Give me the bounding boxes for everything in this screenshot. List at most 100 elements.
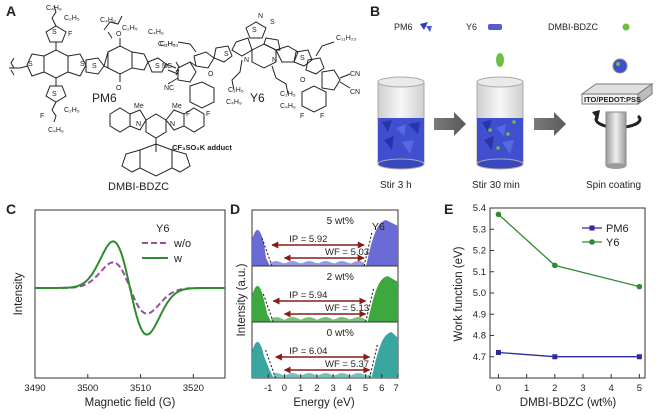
y6-labels: S N S C₁₁H₂₃ C₁₁H₂₃ S S N N NC NC CN CN … xyxy=(158,13,360,120)
pm6-f-bottom: F xyxy=(40,113,44,120)
wf-ytick-label: 4.8 xyxy=(473,331,486,342)
ups-edge-fit-right xyxy=(365,287,375,323)
y6-c2h5-2: C₂H₅ xyxy=(280,91,296,98)
y6-f-1: F xyxy=(186,111,190,118)
ups-row-label: 0 wt% xyxy=(327,328,354,339)
step-1-label: Stir 3 h xyxy=(380,180,412,191)
dmbi-structure xyxy=(109,107,205,177)
ups-row-2: IP = 6.04 WF = 5.37 0 wt% xyxy=(251,321,399,379)
panel-label-a: A xyxy=(6,3,16,19)
panel-b: B PM6 Y6 DMBI-BDZC xyxy=(370,3,654,191)
wf-point-PM6 xyxy=(636,354,642,360)
pm6-c4h9-top: C₄H₉ xyxy=(46,5,62,12)
wf-xlabel: DMBI-BDZC (wt%) xyxy=(520,397,617,409)
ups-row-label: 2 wt% xyxy=(327,272,354,283)
wf-ytick-label: 5.0 xyxy=(473,288,486,299)
wf-point-Y6 xyxy=(495,211,502,218)
panel-label-e: E xyxy=(444,201,453,217)
wf-legend-label: PM6 xyxy=(606,223,629,235)
panel-label-d: D xyxy=(230,201,240,217)
ups-xtick-label: 5 xyxy=(363,383,368,394)
y6-n-3: N xyxy=(272,57,277,64)
step-3-label: Spin coating xyxy=(586,180,641,191)
epr-legend-label: w/o xyxy=(173,238,191,250)
substrate-label: ITO/PEDOT:PSS xyxy=(584,95,641,104)
step-2-label: Stir 30 min xyxy=(472,180,520,191)
wf-xtick-label: 3 xyxy=(580,383,585,394)
wf-point-PM6 xyxy=(552,354,558,360)
ups-wf-label: WF = 5.37 xyxy=(325,359,369,370)
pm6-c2h5-top: C₂H₅ xyxy=(64,15,80,22)
y6-s-1: S xyxy=(252,27,257,34)
epr-legend-label: w xyxy=(173,253,182,265)
ups-low-energy-band xyxy=(252,341,274,378)
wf-legend-label: Y6 xyxy=(606,237,619,249)
y6-n-2: N xyxy=(244,57,249,64)
wf-xtick-label: 2 xyxy=(552,383,557,394)
pm6-s-bottom: S xyxy=(52,91,57,98)
ups-mid-noise xyxy=(271,317,368,322)
ups-mid-noise xyxy=(273,373,372,378)
y6-c11h23-left: C₁₁H₂₃ xyxy=(158,41,179,48)
epr-plot-frame xyxy=(34,209,226,379)
ups-cutoff-band xyxy=(367,276,398,322)
legend-pm6: PM6 xyxy=(394,22,413,32)
ups-ip-label: IP = 5.92 xyxy=(289,234,327,245)
epr-xtick-label: 3490 xyxy=(24,383,45,394)
ups-edge-fit-right xyxy=(363,231,373,267)
dmbi-n-2: N xyxy=(170,121,175,128)
y6-c11h23-right: C₁₁H₂₃ xyxy=(336,35,357,42)
wf-ytick-label: 4.7 xyxy=(473,352,486,363)
y6-n-1: N xyxy=(258,13,263,20)
pm6-s-top: S xyxy=(52,29,57,36)
wf-series-PM6 xyxy=(498,351,640,358)
dmbi-me-2: Me xyxy=(172,103,182,110)
ups-edge-fit-left xyxy=(262,293,274,323)
wf-point-PM6 xyxy=(495,350,501,355)
epr-legend: w/o w xyxy=(142,238,191,265)
wf-ytick-label: 5.1 xyxy=(473,267,486,278)
panel-a: A xyxy=(6,3,360,193)
pm6-c2h5-bottom: C₂H₅ xyxy=(64,107,80,114)
vial-1 xyxy=(377,76,425,170)
panel-label-b: B xyxy=(370,3,380,19)
dmbi-me-1: Me xyxy=(134,103,144,110)
ups-row-1: IP = 5.94 WF = 5.13 2 wt% xyxy=(251,265,399,323)
panel-c: C Intensity Magnetic field (G) Y6 w/o w 3… xyxy=(6,201,226,409)
epr-series-w xyxy=(35,240,225,336)
ups-low-energy-band xyxy=(252,229,271,266)
pm6-c2h5-bdd2: C₂H₅ xyxy=(160,41,176,48)
droplet-icon xyxy=(612,58,628,74)
pm6-name: PM6 xyxy=(92,91,117,105)
wf-ytick-label: 5.2 xyxy=(473,246,486,257)
ups-xtick-label: 4 xyxy=(347,383,352,394)
epr-xtick-label: 3500 xyxy=(77,383,98,394)
process-arrow-1 xyxy=(434,112,466,136)
wf-point-Y6 xyxy=(636,283,643,290)
dmbi-labels: Me Me N N CF₃SO₃K adduct DMBI-BDZC xyxy=(108,103,232,193)
wf-xtick-label: 1 xyxy=(524,383,529,394)
y6-s-4: S xyxy=(300,55,305,62)
ups-ylabel: Intensity (a.u.) xyxy=(236,263,248,336)
y6-structure xyxy=(167,21,351,113)
ups-xtick-label: 3 xyxy=(330,383,335,394)
dmbi-drop-icon xyxy=(496,53,504,67)
ups-xtick-label: 0 xyxy=(282,383,287,394)
pm6-structure xyxy=(9,5,180,123)
y6-f-3: F xyxy=(300,113,304,120)
y6-f-4: F xyxy=(320,113,324,120)
ups-xtick-label: 2 xyxy=(314,383,319,394)
y6-nc-2: NC xyxy=(164,85,174,92)
ups-ip-label: IP = 6.04 xyxy=(289,346,327,357)
epr-xtick-label: 3520 xyxy=(183,383,204,394)
pm6-s-left: S xyxy=(28,61,33,68)
y6-c2h5-1: C₂H₅ xyxy=(228,87,244,94)
y6-f-2: F xyxy=(206,111,210,118)
y6-bar-icon xyxy=(488,24,502,30)
ups-low-energy-band xyxy=(252,285,272,322)
ups-wf-label: WF = 5.03 xyxy=(325,247,369,258)
y6-c4h9-2: C₄H₉ xyxy=(280,103,296,110)
vial-2 xyxy=(476,53,524,170)
